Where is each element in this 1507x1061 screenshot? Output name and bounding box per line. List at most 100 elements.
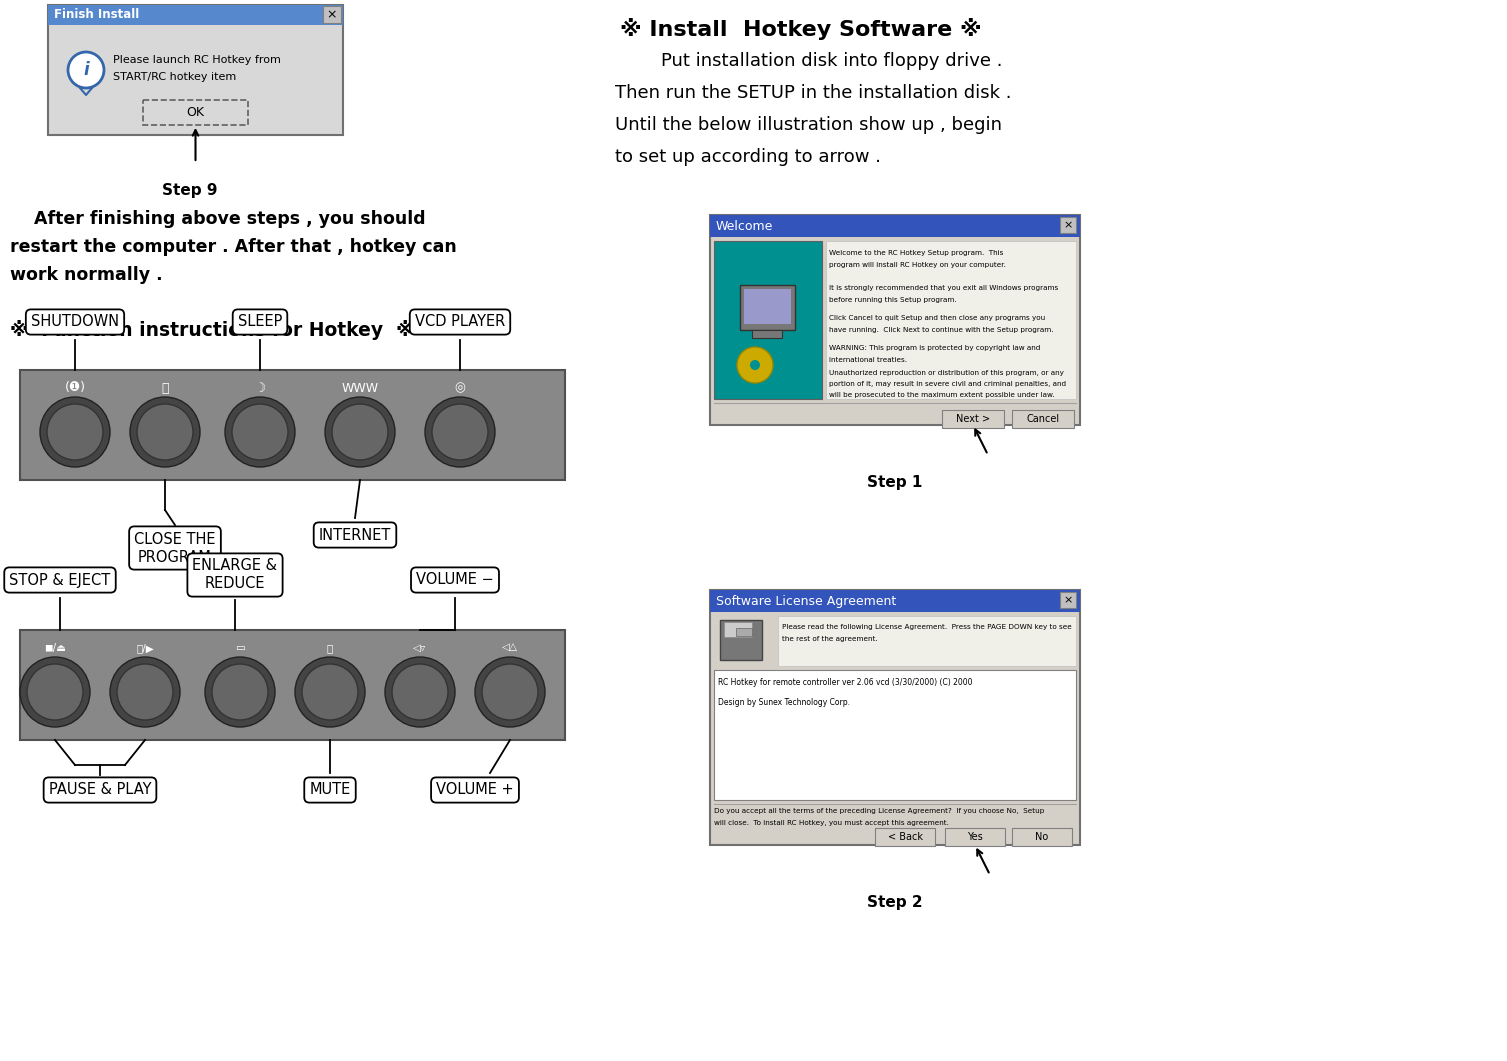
Text: before running this Setup program.: before running this Setup program. <box>829 297 957 303</box>
Text: ◎: ◎ <box>455 382 466 395</box>
Text: Do you accept all the terms of the preceding License Agreement?  If you choose N: Do you accept all the terms of the prece… <box>714 808 1044 814</box>
Text: START/RC hotkey item: START/RC hotkey item <box>113 72 237 82</box>
Text: VOLUME +: VOLUME + <box>436 783 514 798</box>
Bar <box>710 590 1081 845</box>
Bar <box>710 215 1081 425</box>
Bar <box>48 5 344 135</box>
Bar <box>710 590 1081 612</box>
Text: Click Cancel to quit Setup and then close any programs you: Click Cancel to quit Setup and then clos… <box>829 315 1046 321</box>
Circle shape <box>47 404 102 460</box>
Text: VCD PLAYER: VCD PLAYER <box>414 314 505 330</box>
Text: WWW: WWW <box>342 382 378 395</box>
Text: VOLUME −: VOLUME − <box>416 573 494 588</box>
Bar <box>735 628 752 636</box>
Bar <box>1013 828 1071 846</box>
Text: Unauthorized reproduction or distribution of this program, or any: Unauthorized reproduction or distributio… <box>829 370 1064 376</box>
Text: ◼/⏏: ◼/⏏ <box>44 643 66 653</box>
Bar <box>740 285 796 330</box>
Text: PAUSE & PLAY: PAUSE & PLAY <box>48 783 151 798</box>
Text: Step 9: Step 9 <box>163 182 217 197</box>
Circle shape <box>68 52 104 88</box>
Text: ×: × <box>1064 220 1073 230</box>
Circle shape <box>41 397 110 467</box>
Text: No: No <box>1035 832 1049 842</box>
Text: Next >: Next > <box>955 414 990 424</box>
Bar <box>942 410 1004 428</box>
Text: Design by Sunex Technology Corp.: Design by Sunex Technology Corp. <box>717 698 850 707</box>
Circle shape <box>225 397 295 467</box>
Text: STOP & EJECT: STOP & EJECT <box>9 573 110 588</box>
Circle shape <box>433 404 488 460</box>
Text: ⏯/▶: ⏯/▶ <box>136 643 154 653</box>
Circle shape <box>301 664 359 720</box>
Bar <box>945 828 1005 846</box>
Text: to set up according to arrow .: to set up according to arrow . <box>615 147 882 166</box>
Bar <box>876 828 934 846</box>
Text: It is strongly recommended that you exit all Windows programs: It is strongly recommended that you exit… <box>829 285 1058 291</box>
Text: the rest of the agreement.: the rest of the agreement. <box>782 636 877 642</box>
Text: ×: × <box>1064 595 1073 605</box>
Text: ☽: ☽ <box>255 382 265 395</box>
Bar <box>744 289 791 324</box>
Text: Then run the SETUP in the installation disk .: Then run the SETUP in the installation d… <box>615 84 1011 102</box>
Text: Finish Install: Finish Install <box>54 8 139 21</box>
Circle shape <box>326 397 395 467</box>
Text: SLEEP: SLEEP <box>238 314 282 330</box>
Text: will be prosecuted to the maximum extent possible under law.: will be prosecuted to the maximum extent… <box>829 392 1055 398</box>
Circle shape <box>118 664 173 720</box>
Text: ◁△: ◁△ <box>502 643 518 653</box>
Bar <box>20 370 565 480</box>
Text: ×: × <box>327 8 338 21</box>
Circle shape <box>110 657 179 727</box>
Circle shape <box>20 657 90 727</box>
Text: ◁▿: ◁▿ <box>413 643 426 653</box>
Text: Software License Agreement: Software License Agreement <box>716 594 897 608</box>
Bar <box>1013 410 1074 428</box>
Text: ※ Install  Hotkey Software ※: ※ Install Hotkey Software ※ <box>619 18 981 40</box>
Bar <box>714 241 821 399</box>
Circle shape <box>482 664 538 720</box>
Text: have running.  Click Next to continue with the Setup program.: have running. Click Next to continue wit… <box>829 327 1053 333</box>
Bar <box>752 330 782 338</box>
Text: Until the below illustration show up , begin: Until the below illustration show up , b… <box>615 116 1002 134</box>
Text: Put installation disk into floppy drive .: Put installation disk into floppy drive … <box>615 52 1002 70</box>
Circle shape <box>232 404 288 460</box>
Bar <box>826 241 1076 399</box>
Bar <box>723 622 752 637</box>
Text: MUTE: MUTE <box>309 783 351 798</box>
Text: ▭: ▭ <box>235 643 244 653</box>
Text: INTERNET: INTERNET <box>319 527 392 542</box>
Text: Please launch RC Hotkey from: Please launch RC Hotkey from <box>113 55 280 65</box>
Circle shape <box>737 347 773 383</box>
Bar <box>778 616 1076 666</box>
Text: Cancel: Cancel <box>1026 414 1059 424</box>
Text: WARNING: This program is protected by copyright law and: WARNING: This program is protected by co… <box>829 345 1040 351</box>
Text: Please read the following License Agreement.  Press the PAGE DOWN key to see: Please read the following License Agreem… <box>782 624 1071 630</box>
Text: OK: OK <box>187 106 205 119</box>
Text: RC Hotkey for remote controller ver 2.06 vcd (3/30/2000) (C) 2000: RC Hotkey for remote controller ver 2.06… <box>717 678 972 688</box>
Text: < Back: < Back <box>888 832 922 842</box>
Text: Yes: Yes <box>967 832 983 842</box>
Bar <box>714 669 1076 800</box>
Text: Welcome to the RC Hotkey Setup program.  This: Welcome to the RC Hotkey Setup program. … <box>829 250 1004 256</box>
Circle shape <box>27 664 83 720</box>
Text: Step 1: Step 1 <box>868 475 922 490</box>
Text: ENLARGE &
REDUCE: ENLARGE & REDUCE <box>193 558 277 591</box>
Text: (❶): (❶) <box>65 382 86 395</box>
Text: international treaties.: international treaties. <box>829 356 907 363</box>
Circle shape <box>384 657 455 727</box>
Text: restart the computer . After that , hotkey can: restart the computer . After that , hotk… <box>11 238 457 256</box>
Circle shape <box>130 397 200 467</box>
Bar <box>720 620 763 660</box>
Circle shape <box>205 657 274 727</box>
Bar <box>710 215 1081 237</box>
Text: Step 2: Step 2 <box>867 895 922 910</box>
Text: work normally .: work normally . <box>11 266 163 284</box>
Bar <box>322 6 341 23</box>
Bar <box>1059 218 1076 233</box>
Bar <box>714 616 775 666</box>
Text: ⦿: ⦿ <box>327 643 333 653</box>
Text: Welcome: Welcome <box>716 220 773 232</box>
Circle shape <box>212 664 268 720</box>
Bar <box>20 630 565 740</box>
